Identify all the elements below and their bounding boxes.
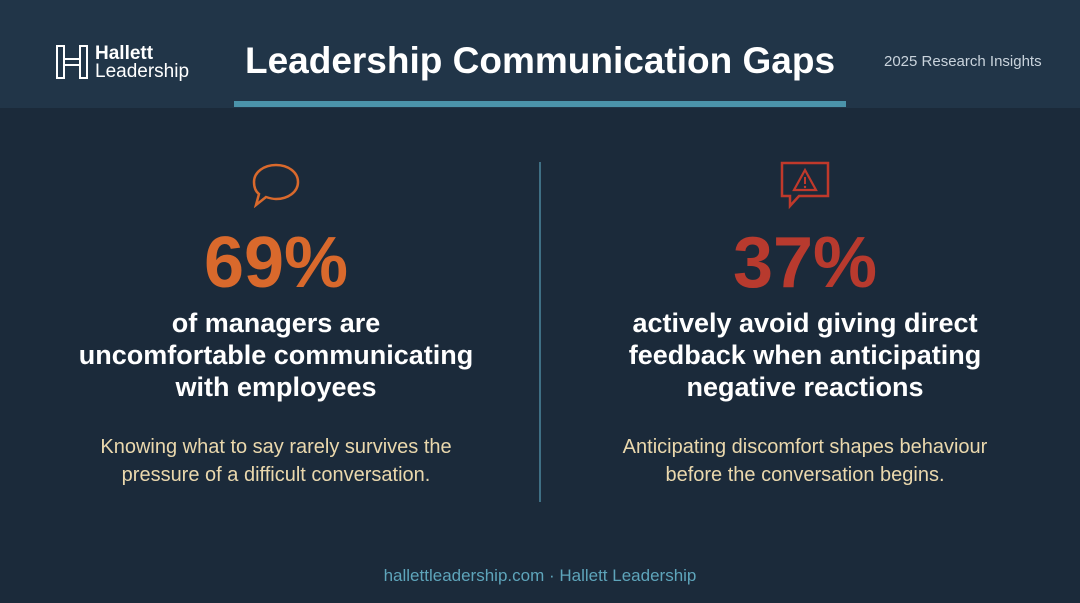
- header-band: [0, 0, 1080, 108]
- body-line: Anticipating discomfort shapes behaviour: [622, 436, 988, 458]
- headline-line: uncomfortable communicating: [78, 340, 474, 370]
- divider: [539, 162, 541, 502]
- stat-figure: 69%: [203, 223, 349, 303]
- stat-body: Knowing what to say rarely survives the p…: [6, 433, 546, 489]
- headline-line: of managers are: [171, 308, 381, 338]
- tagline: 2025 Research Insights: [884, 53, 1042, 70]
- stat-headline: actively avoid giving direct feedback whe…: [535, 307, 1075, 403]
- headline-line: feedback when anticipating: [628, 340, 982, 370]
- chat-icon: [252, 163, 300, 208]
- warning-icon: [780, 161, 830, 210]
- body-line: Knowing what to say rarely survives the: [100, 436, 452, 458]
- logo-text: Leadership: [95, 61, 190, 82]
- logo-mark: [56, 45, 88, 79]
- logo-text: Hallett: [95, 43, 154, 64]
- headline-line: with employees: [175, 372, 377, 402]
- body-line: before the conversation begins.: [665, 464, 945, 486]
- title-underline: [234, 101, 846, 107]
- title: Leadership Communication Gaps: [244, 40, 836, 81]
- headline-line: negative reactions: [686, 372, 924, 402]
- footer: hallettleadership.com · Hallett Leadersh…: [383, 566, 697, 585]
- stat-headline: of managers are uncomfortable communicati…: [6, 307, 546, 403]
- stat-figure: 37%: [732, 223, 878, 303]
- body-line: pressure of a difficult conversation.: [121, 464, 431, 486]
- stat-body: Anticipating discomfort shapes behaviour…: [535, 433, 1075, 489]
- headline-line: actively avoid giving direct: [632, 308, 978, 338]
